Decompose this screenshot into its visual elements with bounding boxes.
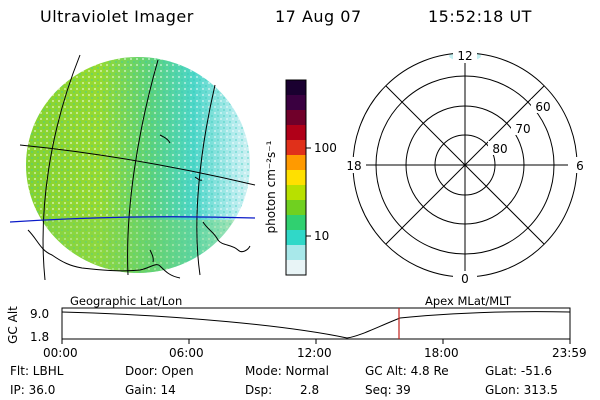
observation-time: 15:52:18 UT bbox=[428, 7, 532, 26]
observation-date: 17 Aug 07 bbox=[275, 7, 362, 26]
timeline-right-title: Apex MLat/MLT bbox=[425, 294, 512, 308]
colorbar-segment bbox=[286, 110, 306, 126]
glat-info: GLat: -51.6 bbox=[485, 364, 552, 378]
mode-info: Mode: Normal bbox=[245, 364, 329, 378]
ip-info: IP: 36.0 bbox=[10, 383, 56, 397]
timeline-x-tick-1200: 12:00 bbox=[297, 346, 332, 360]
timeline-y-tick-9: 9.0 bbox=[30, 307, 50, 321]
glon-info: GLon: 313.5 bbox=[485, 383, 558, 397]
timeline-x-tick-2359: 23:59 bbox=[552, 346, 587, 360]
colorbar-segment bbox=[286, 125, 306, 141]
timeline-x-tick-0600: 06:00 bbox=[169, 346, 204, 360]
lat-label-80: 80 bbox=[492, 142, 507, 156]
altitude-timeline-plot bbox=[61, 307, 571, 344]
timeline-left-title: Geographic Lat/Lon bbox=[70, 294, 183, 308]
colorbar-unit-label: photon cm⁻²s⁻¹ bbox=[264, 140, 278, 234]
dsp-label: Dsp: bbox=[245, 383, 273, 397]
instrument-title: Ultraviolet Imager bbox=[40, 7, 194, 26]
lat-label-70: 70 bbox=[515, 122, 530, 136]
mlt-label-6: 6 bbox=[576, 159, 584, 173]
colorbar-segment bbox=[286, 245, 306, 261]
timeline-x-tick-1800: 18:00 bbox=[424, 346, 459, 360]
timeline-y-axis-label: GC Alt bbox=[6, 306, 20, 344]
timeline-x-tick-0000: 00:00 bbox=[43, 346, 78, 360]
dsp-value: 2.8 bbox=[300, 383, 320, 397]
mlt-label-12: 12 bbox=[457, 49, 472, 63]
colorbar-segment bbox=[286, 80, 306, 96]
colorbar-segment bbox=[286, 200, 306, 216]
colorbar-segment bbox=[286, 140, 306, 156]
colorbar-tick-10: 10 bbox=[314, 229, 330, 243]
colorbar-segment bbox=[286, 155, 306, 171]
colorbar-segment bbox=[286, 260, 306, 276]
colorbar-segment bbox=[286, 95, 306, 111]
timeline-y-tick-1-8: 1.8 bbox=[30, 330, 50, 344]
gain-info: Gain: 14 bbox=[125, 383, 176, 397]
seq-info: Seq: 39 bbox=[365, 383, 411, 397]
lat-label-60: 60 bbox=[535, 100, 550, 114]
mlt-label-18: 18 bbox=[346, 159, 361, 173]
mlt-label-0: 0 bbox=[461, 272, 469, 285]
mlat-mlt-polar-plot: 12 0 18 6 60 70 80 bbox=[342, 47, 588, 285]
colorbar-tick-100: 100 bbox=[314, 141, 337, 155]
colorbar-segment bbox=[286, 170, 306, 186]
gc-alt-info: GC Alt: 4.8 Re bbox=[365, 364, 449, 378]
filter-info: Flt: LBHL bbox=[10, 364, 64, 378]
uv-earth-image bbox=[10, 54, 256, 281]
intensity-colorbar bbox=[285, 79, 311, 276]
colorbar-segment bbox=[286, 230, 306, 246]
colorbar-segment bbox=[286, 185, 306, 201]
colorbar-segment bbox=[286, 215, 306, 231]
door-info: Door: Open bbox=[125, 364, 194, 378]
